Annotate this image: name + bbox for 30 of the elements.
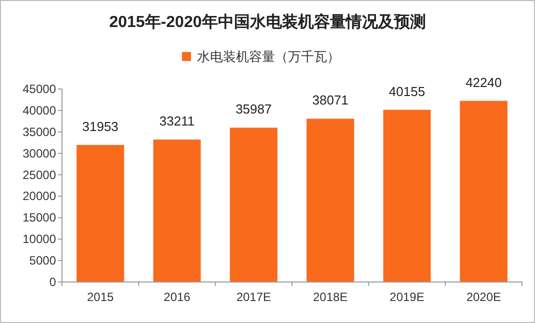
x-tick-label: 2017E <box>236 290 272 304</box>
bar <box>460 100 508 282</box>
bar <box>76 144 124 282</box>
legend-label: 水电装机容量（万千瓦） <box>197 49 340 64</box>
y-tick-label: 30000 <box>22 146 56 160</box>
data-label: 33211 <box>159 114 195 129</box>
chart-title: 2015年-2020年中国水电装机容量情况及预测 <box>109 12 426 31</box>
bar <box>383 110 431 282</box>
data-label: 42240 <box>466 74 502 90</box>
y-tick-label: 35000 <box>22 124 56 139</box>
bar <box>306 118 354 282</box>
y-tick-label: 40000 <box>22 103 56 118</box>
y-tick-label: 0 <box>49 275 56 289</box>
x-tick-label: 2016 <box>164 290 191 304</box>
data-label: 40155 <box>388 84 426 99</box>
y-tick-label: 5000 <box>29 254 56 268</box>
y-tick-label: 45000 <box>22 82 56 96</box>
x-tick-label: 2018E <box>312 290 348 304</box>
bar <box>153 140 201 282</box>
y-tick-label: 10000 <box>22 232 56 246</box>
y-tick-label: 15000 <box>22 210 56 225</box>
data-label: 38071 <box>312 92 348 108</box>
data-label: 35987 <box>236 102 272 117</box>
bar <box>230 128 278 282</box>
data-label: 31953 <box>82 118 118 134</box>
y-tick-label: 25000 <box>22 168 56 182</box>
x-tick-label: 2019E <box>390 290 424 304</box>
x-tick-label: 2020E <box>466 290 502 304</box>
y-tick-label: 20000 <box>22 189 56 204</box>
x-tick-label: 2015 <box>86 290 114 304</box>
